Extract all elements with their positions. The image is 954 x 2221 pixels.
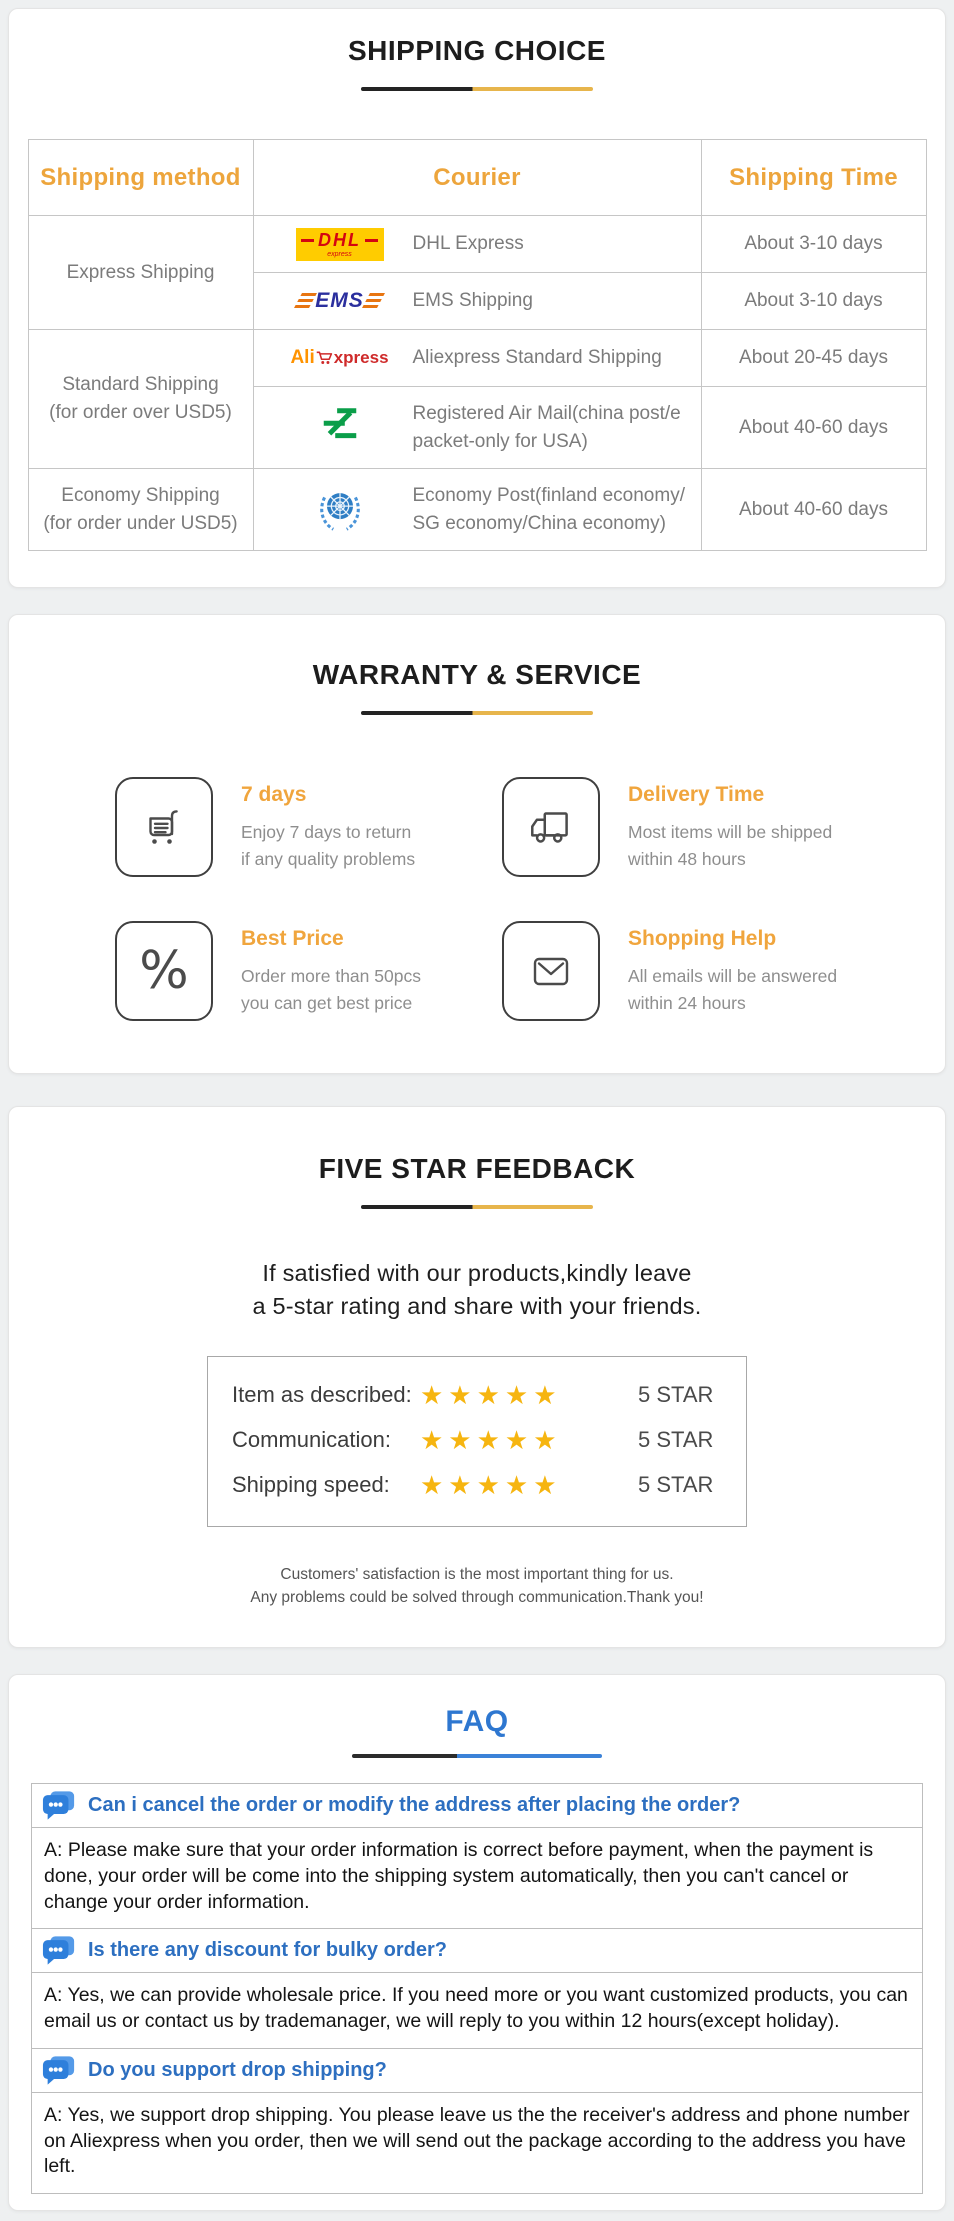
feature-description: Order more than 50pcs you can get best p… (241, 966, 421, 1014)
rating-label: Item as described: (232, 1382, 412, 1408)
courier-cell: EMS EMS Shipping (255, 287, 700, 315)
shipping-table: Shipping method Courier Shipping Time Ex… (27, 139, 927, 551)
feedback-section-title: FIVE STAR FEEDBACK (318, 1153, 636, 1184)
rating-value: 5 STAR (638, 1427, 714, 1453)
dhl-logo-subtext: express (327, 250, 352, 258)
faq-question-1: Can i cancel the order or modify the add… (31, 1783, 923, 1829)
title-underline (361, 711, 593, 715)
mail-icon (502, 921, 600, 1021)
faq-answer-3: A: Yes, we support drop shipping. You pl… (31, 2091, 923, 2195)
feature-description: Most items will be shipped within 48 hou… (628, 822, 833, 870)
faq-answer-2: A: Yes, we can provide wholesale price. … (31, 1972, 923, 2049)
faq-list: Can i cancel the order or modify the add… (31, 1783, 923, 2195)
shipping-time-cell: About 3-10 days (700, 215, 927, 273)
table-row: EMS EMS Shipping About 3-10 days (28, 272, 927, 330)
method-cell-economy: Economy Shipping (for order under USD5) (27, 468, 254, 551)
feature-description: Enjoy 7 days to return if any quality pr… (241, 822, 416, 870)
column-header-courier: Courier (252, 139, 702, 216)
ems-wing-left (294, 293, 318, 309)
feedback-intro-text: If satisfied with our products,kindly le… (252, 1260, 702, 1320)
column-header-shipping-method: Shipping method (27, 139, 254, 216)
percent-icon: % (115, 921, 213, 1021)
method-cell-standard: Standard Shipping (for order over USD5) (27, 329, 254, 469)
speech-bubble-icon (42, 2056, 75, 2085)
courier-name: Registered Air Mail(china post/e packet-… (412, 402, 681, 452)
faq-question-text: Can i cancel the order or modify the add… (88, 1794, 741, 1817)
courier-name: EMS Shipping (412, 290, 533, 312)
shipping-time-cell: About 3-10 days (700, 272, 927, 330)
faq-question-text: Do you support drop shipping? (88, 2058, 387, 2081)
courier-name: Aliexpress Standard Shipping (412, 347, 662, 369)
table-row: Registered Air Mail(china post/e packet-… (28, 386, 927, 469)
faq-section-title: FAQ (445, 1705, 509, 1739)
aliexpress-logo-prefix: Ali (290, 346, 315, 368)
courier-name: DHL Express (412, 233, 524, 255)
courier-cell: DHL express DHL Express (255, 227, 700, 261)
courier-name: Economy Post(finland economy/ SG economy… (412, 484, 685, 534)
column-header-shipping-time: Shipping Time (700, 139, 927, 216)
faq-question-3: Do you support drop shipping? (31, 2047, 923, 2093)
feedback-footer-text: Customers' satisfaction is the most impo… (250, 1565, 704, 1606)
faq-answer-1: A: Please make sure that your order info… (31, 1827, 923, 1930)
rating-value: 5 STAR (638, 1472, 714, 1498)
courier-cell: Registered Air Mail(china post/e packet-… (255, 400, 700, 455)
title-underline (361, 1205, 593, 1209)
feature-shopping-help: Shopping Help All emails will be answere… (502, 921, 859, 1021)
rating-row-communication: Communication: ★★★★★ 5 STAR (208, 1418, 746, 1463)
feature-title: 7 days (241, 783, 307, 806)
feature-delivery-time: Delivery Time Most items will be shipped… (502, 777, 859, 877)
feature-best-price: % Best Price Order more than 50pcs you c… (115, 921, 472, 1021)
method-cell-express: Express Shipping (27, 215, 254, 330)
feature-title: Best Price (241, 927, 344, 950)
five-star-feedback-card: FIVE STAR FEEDBACK If satisfied with our… (8, 1106, 946, 1649)
rating-box: Item as described: ★★★★★ 5 STAR Communic… (207, 1355, 747, 1527)
five-stars-icon: ★★★★★ (420, 1424, 562, 1455)
aliexpress-logo: Ali xpress (289, 347, 391, 369)
ems-logo-text: EMS (315, 289, 364, 313)
feature-title: Shopping Help (628, 927, 777, 950)
warranty-service-card: WARRANTY & SERVICE 7 days Enjoy 7 days t… (8, 614, 946, 1074)
un-logo (289, 484, 391, 536)
courier-cell: Ali xpress Al (255, 344, 700, 372)
cart-icon (115, 777, 213, 877)
dhl-logo: DHL express (289, 227, 391, 261)
speech-bubble-icon (42, 1791, 75, 1820)
rating-label: Communication: (232, 1427, 391, 1453)
feature-description: All emails will be answered within 24 ho… (628, 966, 838, 1014)
dhl-logo-text: DHL (301, 229, 378, 250)
shipping-section-title: SHIPPING CHOICE (348, 35, 606, 66)
title-underline (352, 1754, 602, 1759)
rating-label: Shipping speed: (232, 1472, 390, 1498)
china-post-logo (289, 404, 391, 452)
rating-row-shipping-speed: Shipping speed: ★★★★★ 5 STAR (208, 1463, 746, 1508)
speech-bubble-icon (42, 1936, 75, 1966)
title-underline (361, 87, 593, 91)
aliexpress-logo-suffix: xpress (333, 347, 389, 367)
faq-card: FAQ Can i cancel the order or modify the… (8, 1674, 946, 2212)
ems-wing-right (361, 293, 385, 309)
shipping-choice-card: SHIPPING CHOICE Shipping method Courier … (8, 8, 946, 588)
five-stars-icon: ★★★★★ (420, 1379, 562, 1410)
ems-logo: EMS (289, 290, 391, 311)
courier-cell: Economy Post(finland economy/ SG economy… (255, 482, 700, 537)
shipping-table-header-row: Shipping method Courier Shipping Time (27, 139, 927, 216)
rating-row-item-as-described: Item as described: ★★★★★ 5 STAR (208, 1373, 746, 1418)
cart-glyph-icon (316, 352, 332, 365)
percent-glyph: % (139, 941, 189, 1001)
rating-value: 5 STAR (638, 1382, 714, 1408)
warranty-section-title: WARRANTY & SERVICE (312, 659, 642, 690)
feature-7-days: 7 days Enjoy 7 days to return if any qua… (115, 777, 472, 877)
shipping-time-cell: About 40-60 days (700, 386, 927, 469)
five-stars-icon: ★★★★★ (420, 1469, 562, 1500)
table-row: Express Shipping DHL express DHL Express… (27, 215, 927, 330)
shipping-time-cell: About 20-45 days (700, 329, 927, 387)
faq-question-text: Is there any discount for bulky order? (88, 1939, 447, 1962)
table-row: Economy Shipping (for order under USD5) (27, 468, 927, 551)
shipping-time-cell: About 40-60 days (700, 468, 927, 551)
feature-title: Delivery Time (628, 783, 765, 806)
truck-icon (502, 777, 600, 877)
table-row: Standard Shipping (for order over USD5) … (27, 329, 927, 469)
feature-grid: 7 days Enjoy 7 days to return if any qua… (9, 777, 945, 1021)
faq-question-2: Is there any discount for bulky order? (31, 1928, 923, 1974)
